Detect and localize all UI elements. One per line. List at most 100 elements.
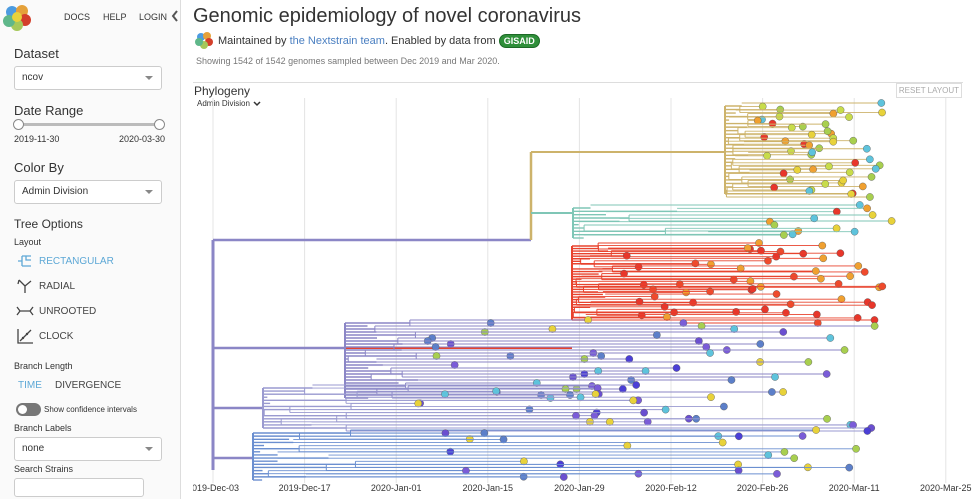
dataset-select[interactable]: ncov	[14, 66, 162, 90]
tip	[743, 244, 752, 252]
tip	[790, 454, 798, 463]
sidebar: DOCS HELP LOGIN Dataset ncov Date Range …	[0, 0, 181, 499]
reset-button[interactable]: RESET LAYOUT	[896, 83, 962, 98]
tip	[629, 396, 638, 405]
tip	[682, 288, 690, 297]
tip	[480, 429, 489, 437]
tip	[753, 116, 762, 125]
tip	[772, 290, 781, 298]
branch-length-option[interactable]: DIVERGENCE	[55, 380, 122, 391]
team-link[interactable]: the Nextstrain team	[289, 35, 385, 47]
x-axis-label: 2020-Mar-11	[829, 483, 880, 493]
x-axis-label: 2020-Feb-26	[737, 483, 789, 493]
tip	[863, 427, 872, 435]
layout-option[interactable]: UNROOTED	[39, 306, 97, 317]
tip	[548, 325, 557, 333]
layout-icon	[18, 255, 31, 267]
tip	[870, 322, 879, 330]
tip	[520, 457, 528, 466]
tip	[672, 364, 681, 372]
tip	[720, 402, 728, 411]
search-input[interactable]	[14, 478, 144, 497]
tip	[757, 246, 765, 255]
tip	[441, 390, 449, 399]
tip	[866, 193, 874, 201]
x-axis-label: 2019-Dec-17	[279, 483, 331, 493]
divider	[193, 82, 963, 83]
nav-link[interactable]: LOGIN	[139, 12, 168, 22]
tip	[793, 166, 802, 174]
tip	[808, 148, 816, 157]
tip	[691, 259, 700, 268]
date-end: 2020-03-30	[119, 134, 166, 144]
tip	[718, 438, 727, 447]
layout-option[interactable]: RADIAL	[39, 281, 76, 292]
date-start: 2019-11-30	[14, 134, 60, 144]
tip	[855, 201, 864, 209]
slider-handle[interactable]	[13, 119, 24, 130]
layout-option[interactable]: CLOCK	[39, 331, 74, 342]
legend-toggle[interactable]: Admin Division	[197, 99, 250, 108]
tip	[619, 385, 627, 393]
tip	[462, 466, 470, 475]
tip	[622, 251, 631, 260]
section-label: Color By	[14, 160, 64, 175]
tip	[532, 379, 541, 387]
tip	[729, 275, 738, 284]
tip	[697, 322, 706, 330]
tip	[849, 136, 858, 145]
tip	[845, 463, 854, 472]
tip	[661, 405, 670, 414]
tip	[836, 106, 845, 114]
tip	[813, 310, 821, 319]
x-axis-label: 2019-Dec-03	[193, 483, 239, 493]
tip	[845, 113, 853, 121]
tip	[576, 393, 585, 402]
tip	[735, 432, 743, 441]
chevron	[253, 101, 261, 107]
tip	[805, 141, 813, 150]
tip	[851, 159, 860, 167]
tip	[822, 370, 831, 378]
section-label: Dataset	[14, 46, 59, 61]
tip	[748, 285, 757, 293]
summary: Showing 1542 of 1542 genomes sampled bet…	[196, 56, 500, 66]
tip	[813, 319, 822, 327]
tip	[863, 204, 871, 213]
tip	[768, 388, 776, 396]
gisaid-badge[interactable]: GISAID	[498, 34, 540, 48]
tip	[837, 295, 846, 303]
tip	[414, 399, 423, 408]
tip	[818, 241, 827, 250]
tip	[771, 373, 779, 381]
tip	[634, 263, 643, 271]
tip	[768, 119, 777, 128]
branch-labels-select[interactable]: none	[14, 437, 162, 461]
panel-title: Phylogeny	[194, 84, 251, 98]
branch-length-option[interactable]: TIME	[18, 380, 42, 391]
tip	[707, 260, 715, 269]
attribution-text: . Enabled by data from	[384, 35, 496, 47]
slider-handle[interactable]	[154, 119, 165, 130]
attribution: Maintained by the Nextstrain team. Enabl…	[218, 34, 540, 48]
x-axis-label: 2020-Jan-15	[463, 483, 514, 493]
nav-link[interactable]: HELP	[103, 12, 127, 22]
collapse-button[interactable]	[171, 10, 179, 22]
x-axis-label: 2020-Mar-25	[920, 483, 972, 493]
tip	[868, 211, 877, 219]
tip	[786, 300, 795, 309]
color-by-select[interactable]: Admin Division	[14, 180, 162, 204]
tip	[770, 183, 778, 192]
tip	[840, 346, 849, 354]
tip	[758, 102, 767, 111]
tip	[787, 123, 796, 132]
layout-option[interactable]: RECTANGULAR	[39, 256, 114, 267]
tip	[846, 272, 854, 280]
nav-link[interactable]: DOCS	[64, 12, 91, 22]
tip	[788, 230, 797, 239]
toggle[interactable]	[16, 403, 41, 416]
page-title: Genomic epidemiology of novel coronaviru…	[193, 5, 581, 27]
tip	[834, 280, 843, 288]
tip	[679, 319, 688, 327]
